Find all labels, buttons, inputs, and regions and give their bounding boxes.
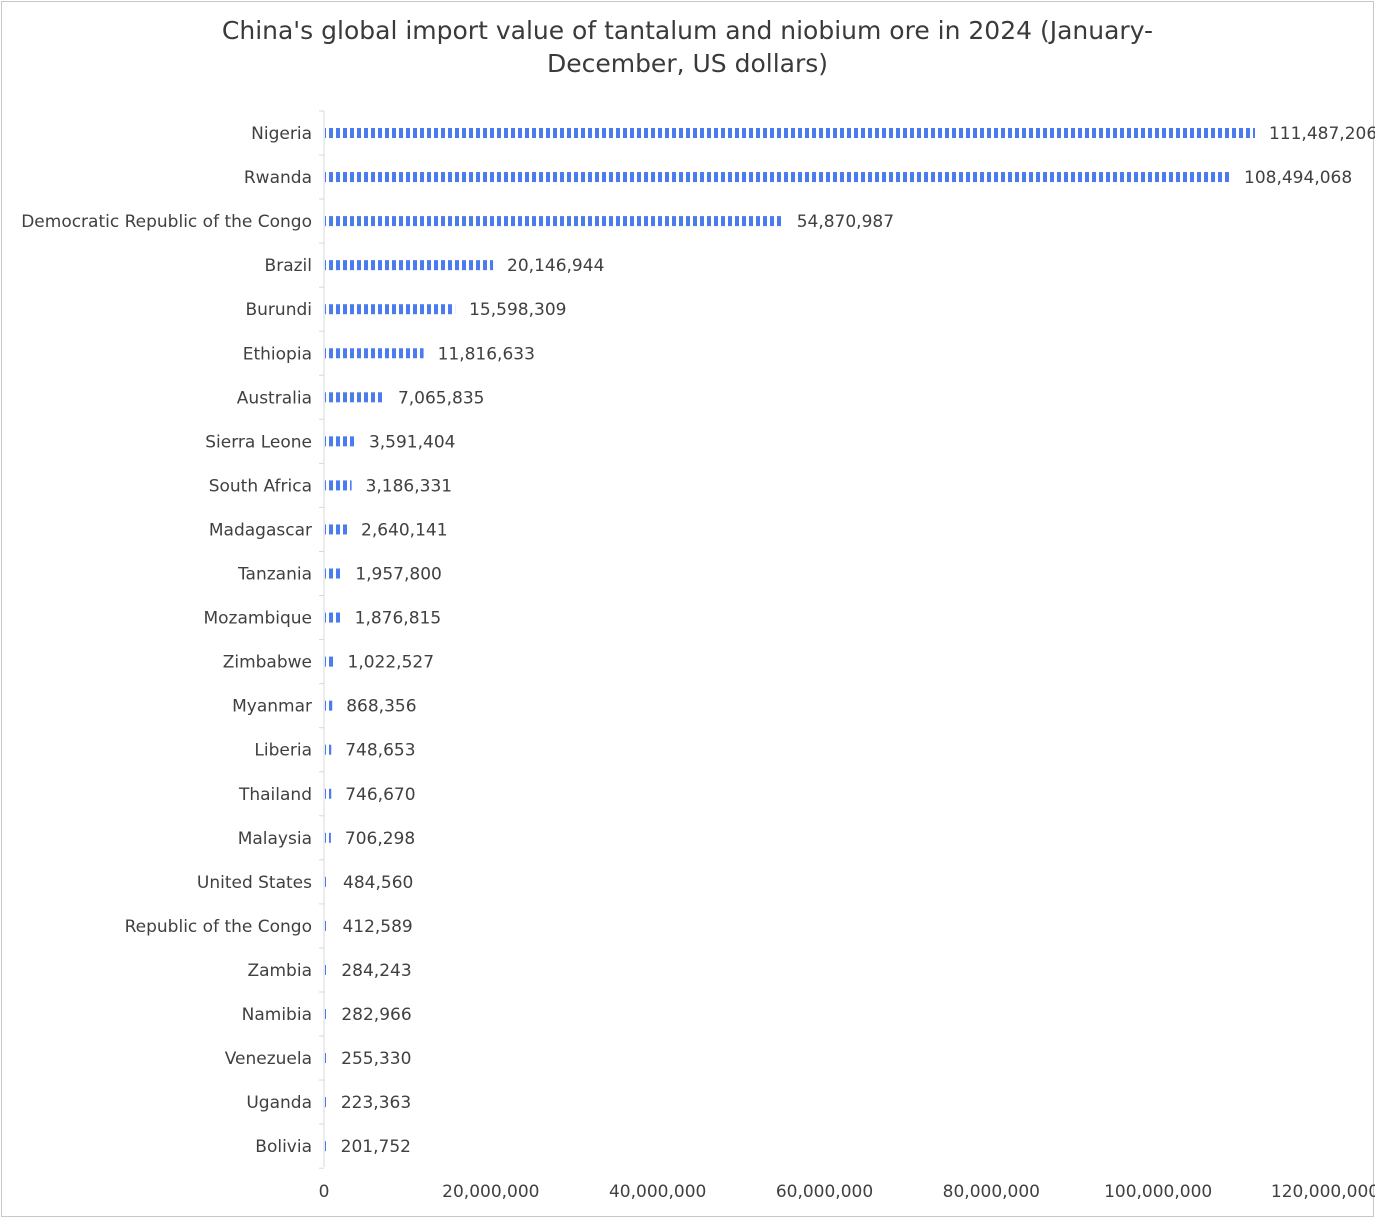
bar — [325, 1053, 328, 1064]
data-label: 868,356 — [346, 697, 416, 717]
bar — [325, 348, 424, 359]
data-label: 3,591,404 — [369, 432, 456, 452]
data-label: 706,298 — [345, 829, 415, 849]
data-label: 1,876,815 — [355, 609, 442, 629]
data-label: 3,186,331 — [366, 476, 453, 496]
category-label: Rwanda — [244, 168, 312, 188]
data-label: 15,598,309 — [469, 300, 566, 320]
data-label: 282,966 — [341, 1005, 411, 1025]
category-label: Thailand — [238, 785, 312, 805]
bar — [325, 568, 342, 579]
bar — [325, 876, 330, 887]
x-tick-label: 60,000,000 — [776, 1182, 873, 1202]
data-label: 108,494,068 — [1244, 168, 1352, 188]
x-tick-label: 80,000,000 — [943, 1182, 1040, 1202]
bar — [325, 216, 783, 227]
category-label: Burundi — [246, 300, 313, 320]
category-label: Australia — [237, 388, 312, 408]
bar — [325, 1009, 328, 1019]
data-label: 1,022,527 — [348, 653, 435, 673]
bar — [325, 744, 332, 755]
x-tick-label: 120,000,000 — [1271, 1182, 1375, 1202]
category-label: United States — [197, 873, 312, 893]
category-label: Namibia — [242, 1005, 312, 1025]
category-label: Zimbabwe — [223, 653, 312, 673]
category-label: Venezuela — [225, 1049, 312, 1069]
bar — [325, 964, 328, 975]
chart-title-line-2: December, US dollars) — [546, 49, 829, 78]
data-label: 748,653 — [345, 741, 415, 761]
chart-title-line-1: China's global import value of tantalum … — [221, 16, 1154, 45]
bar — [325, 832, 331, 843]
data-label: 20,146,944 — [507, 256, 604, 276]
bar — [325, 436, 355, 447]
bar — [325, 788, 332, 799]
data-label: 2,640,141 — [361, 520, 448, 540]
bar — [325, 260, 494, 271]
bar — [325, 304, 456, 315]
bar — [325, 700, 333, 711]
data-label: 484,560 — [343, 873, 413, 893]
category-label: Republic of the Congo — [125, 917, 312, 937]
bar — [325, 524, 348, 535]
bar — [325, 480, 352, 491]
bar — [325, 612, 341, 623]
category-label: Mozambique — [203, 609, 312, 629]
data-label: 1,957,800 — [355, 565, 442, 585]
category-label: Tanzania — [237, 565, 312, 585]
data-label: 746,670 — [345, 785, 415, 805]
bar — [325, 392, 384, 403]
category-label: Myanmar — [232, 697, 312, 717]
data-label: 412,589 — [342, 917, 412, 937]
bar — [325, 1097, 327, 1108]
data-label: 284,243 — [341, 961, 411, 981]
bar — [325, 128, 1255, 138]
x-tick-label: 20,000,000 — [442, 1182, 539, 1202]
category-label: Malaysia — [238, 829, 312, 849]
x-tick-label: 40,000,000 — [609, 1182, 706, 1202]
category-label: Zambia — [247, 961, 312, 981]
bar — [325, 1141, 327, 1152]
category-label: South Africa — [209, 476, 312, 496]
category-label: Madagascar — [209, 520, 312, 540]
x-tick-label: 100,000,000 — [1104, 1182, 1212, 1202]
bar — [325, 172, 1231, 183]
category-label: Uganda — [246, 1093, 312, 1113]
category-label: Democratic Republic of the Congo — [21, 212, 312, 232]
data-label: 7,065,835 — [398, 388, 485, 408]
x-tick-label: 0 — [319, 1182, 330, 1202]
category-label: Nigeria — [251, 124, 312, 144]
data-label: 111,487,206 — [1269, 124, 1375, 144]
bar — [325, 920, 329, 931]
chart-title: China's global import value of tantalum … — [0, 14, 1375, 80]
category-label: Sierra Leone — [205, 432, 312, 452]
data-label: 54,870,987 — [797, 212, 894, 232]
category-label: Brazil — [265, 256, 312, 276]
category-label: Ethiopia — [243, 344, 312, 364]
data-label: 11,816,633 — [438, 344, 535, 364]
data-label: 201,752 — [341, 1137, 411, 1157]
data-label: 255,330 — [341, 1049, 411, 1069]
data-label: 223,363 — [341, 1093, 411, 1113]
category-label: Liberia — [254, 741, 312, 761]
bar — [325, 656, 334, 667]
category-label: Bolivia — [255, 1137, 312, 1157]
